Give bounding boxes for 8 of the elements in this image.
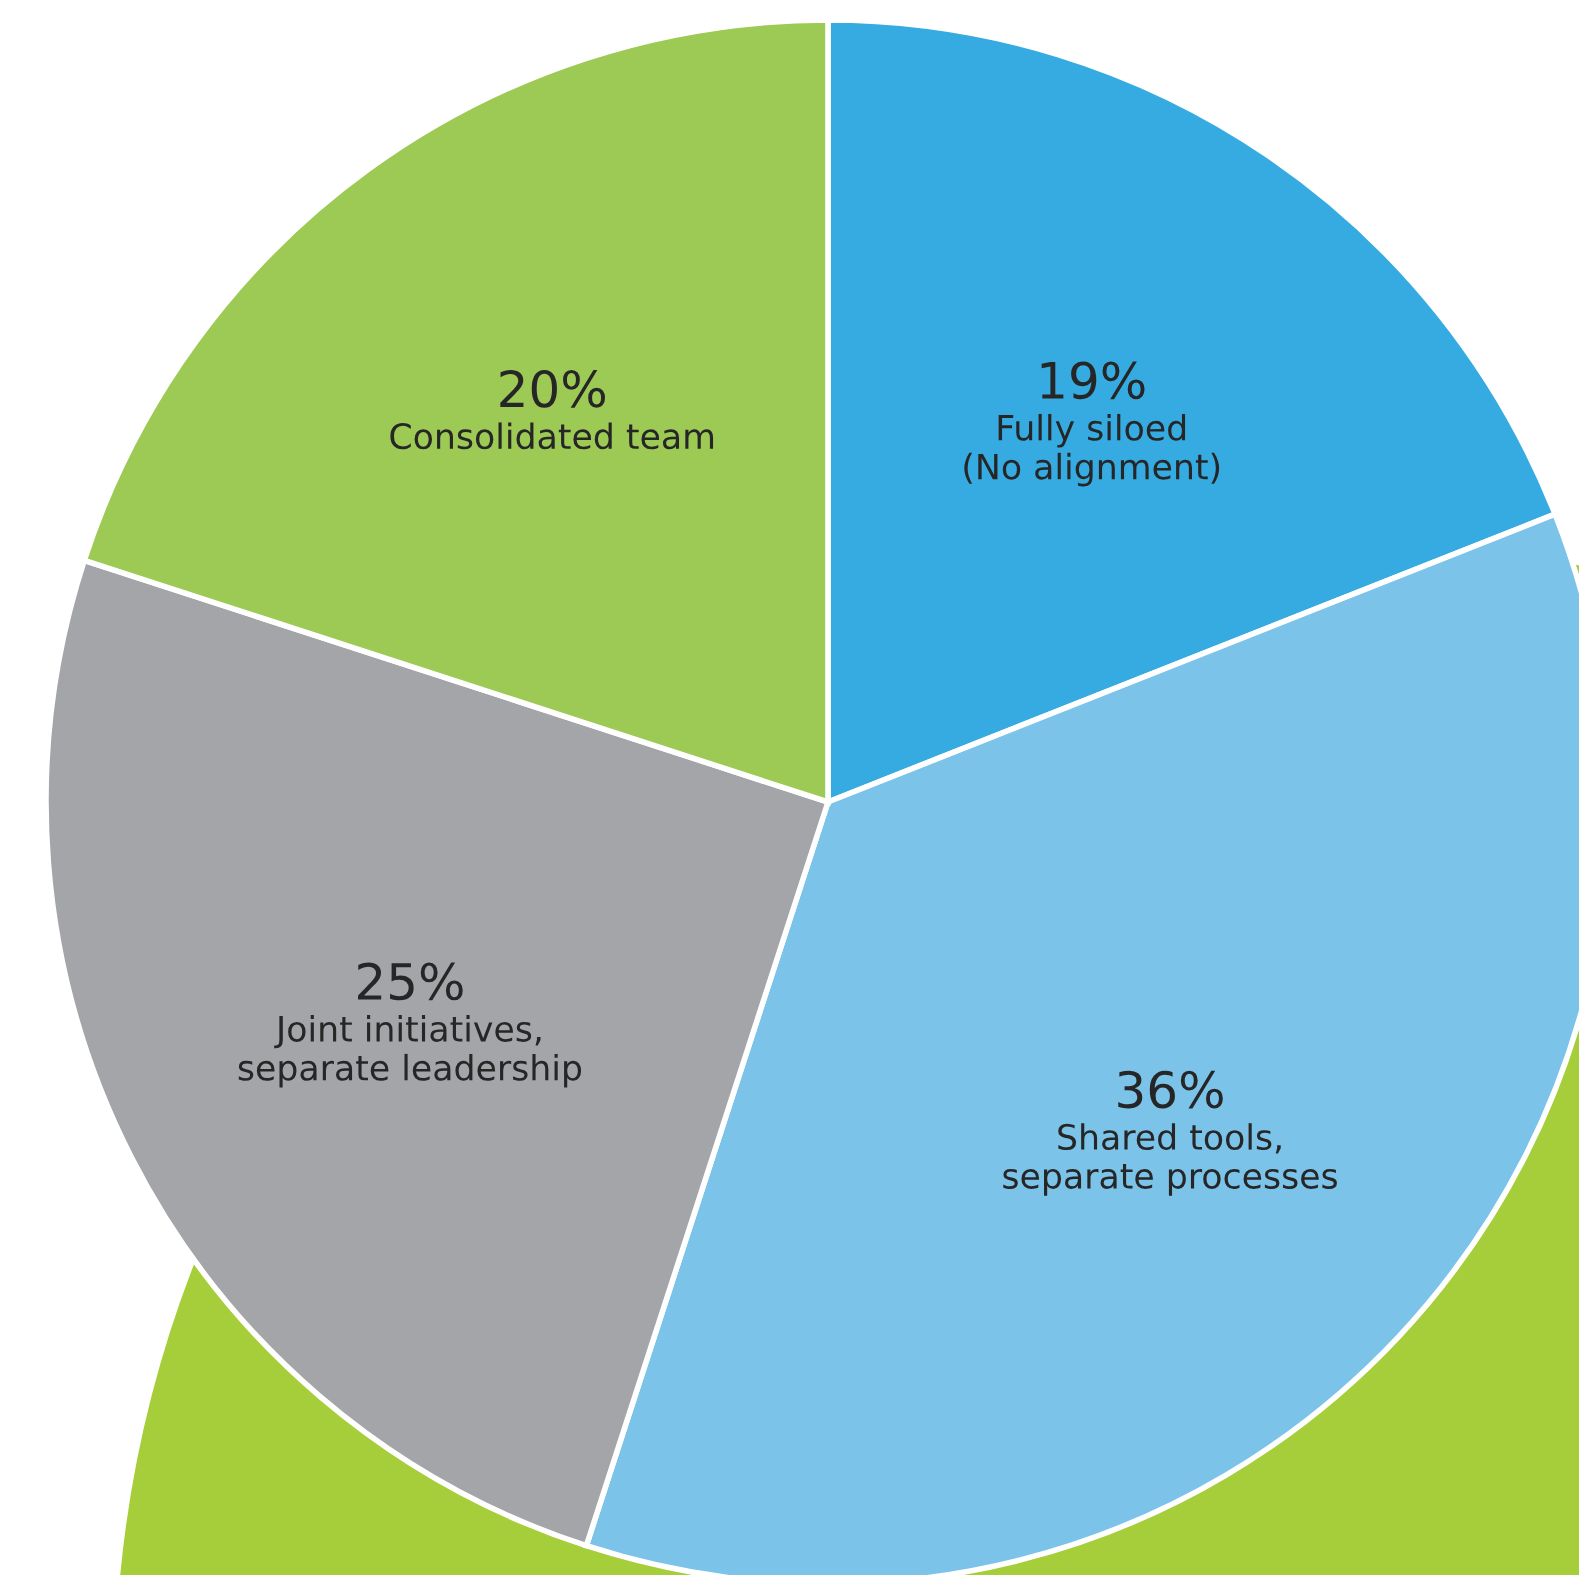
data-label: 19% (1041, 361, 1145, 400)
data-label: 20% (500, 369, 606, 408)
slice-label: Fully siloed (No alignment) (964, 413, 1220, 487)
data-label: 25% (358, 962, 463, 1001)
slice-label: Shared tools, separate processes (1003, 1123, 1337, 1196)
data-label: 36% (1118, 1070, 1223, 1109)
slice-label: Consolidated team (390, 422, 714, 450)
slice-label: Joint initiatives, separate leadership (238, 1015, 582, 1088)
